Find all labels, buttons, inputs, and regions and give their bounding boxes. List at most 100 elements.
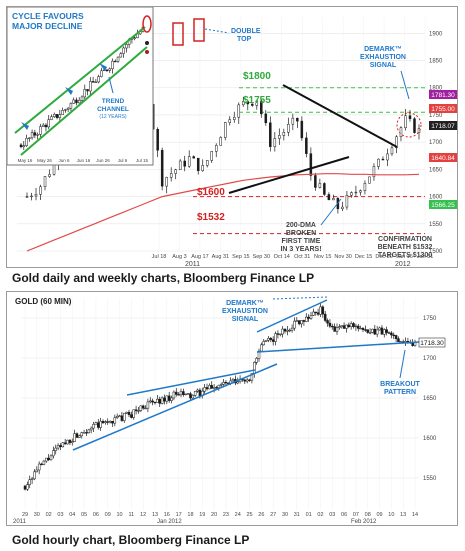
inset-title-1: CYCLE FAVOURS bbox=[12, 11, 84, 21]
inset-candle bbox=[39, 123, 42, 138]
hourly-candle bbox=[52, 446, 55, 459]
hourly-candle bbox=[234, 375, 237, 386]
daily-x-tick: Aug 3 bbox=[172, 254, 186, 260]
double-top-label-2: TOP bbox=[237, 36, 252, 43]
daily-candle bbox=[363, 180, 367, 195]
daily-x-tick: Dec 30 bbox=[375, 254, 392, 260]
daily-x-axis: Jul 18 Aug 3 Aug 17 Aug 31 Sep 15 Sep 30 Oct 1… bbox=[152, 254, 434, 260]
price-tag-red2: 1640.84 bbox=[429, 153, 457, 162]
hourly-candle bbox=[75, 432, 79, 438]
breakout-label-1: BREAKOUT bbox=[380, 381, 420, 388]
hourly-candle bbox=[123, 412, 126, 423]
inset-candle bbox=[80, 95, 84, 103]
daily-y-tick: 1600 bbox=[429, 195, 443, 201]
inset-dot-2 bbox=[145, 50, 149, 54]
inset-candle bbox=[33, 129, 37, 139]
inset-x-tick: Jul 6 bbox=[118, 158, 128, 163]
daily-candle bbox=[282, 128, 286, 141]
hourly-candle bbox=[219, 382, 223, 388]
hourly-last-price-tag: 1718.30 bbox=[418, 337, 446, 348]
hourly-candle bbox=[45, 457, 48, 463]
hourly-x-tick: 09 bbox=[105, 512, 111, 518]
hourly-candle bbox=[165, 395, 169, 405]
inset-candle bbox=[89, 77, 92, 95]
hourly-candle bbox=[94, 421, 98, 425]
daily-candle bbox=[251, 103, 254, 107]
double-top-arrow bbox=[204, 28, 230, 34]
inset-candle bbox=[97, 74, 100, 84]
daily-candle bbox=[210, 150, 213, 163]
hourly-candle bbox=[193, 390, 197, 397]
daily-200dma bbox=[26, 173, 420, 252]
inset-channel-label-2: CHANNEL bbox=[97, 106, 129, 113]
daily-candle bbox=[192, 155, 195, 159]
daily-chart-panel: 1500 1550 1600 1650 1700 1750 1800 1850 1900 Jul… bbox=[6, 6, 458, 268]
daily-candle bbox=[381, 156, 385, 161]
daily-candle bbox=[327, 192, 331, 201]
svg-text:1566.25: 1566.25 bbox=[431, 202, 455, 209]
daily-candle bbox=[30, 192, 33, 201]
daily-x-tick: Nov 15 bbox=[314, 254, 331, 260]
hourly-candle bbox=[366, 329, 369, 334]
hourly-candle bbox=[368, 328, 372, 335]
hourly-candle bbox=[307, 314, 310, 322]
daily-candle bbox=[201, 159, 204, 172]
price-tag-red: 1755.00 bbox=[429, 104, 457, 113]
daily-candle bbox=[372, 163, 376, 181]
hourly-candle bbox=[33, 469, 36, 481]
hourly-rising-line bbox=[256, 299, 328, 333]
inset-candle bbox=[77, 97, 81, 104]
hourly-candle bbox=[335, 323, 339, 335]
hourly-x-tick: 25 bbox=[246, 512, 252, 518]
demark-label-1: DEMARK™ bbox=[364, 46, 402, 53]
hourly-candle bbox=[347, 322, 351, 329]
hourly-candle bbox=[371, 328, 374, 334]
daily-candle bbox=[187, 150, 191, 168]
breakout-label-2: PATTERN bbox=[384, 389, 416, 396]
daily-candle bbox=[395, 135, 398, 154]
hourly-candle bbox=[248, 378, 251, 382]
daily-candle bbox=[43, 176, 47, 191]
inset-candle bbox=[41, 123, 45, 128]
hourly-candle bbox=[127, 409, 131, 418]
hourly-candle bbox=[196, 388, 199, 393]
hourly-candle bbox=[118, 414, 121, 417]
daily-200dma-line bbox=[26, 173, 420, 252]
daily-candle bbox=[291, 113, 295, 131]
hourly-candle bbox=[113, 414, 117, 427]
daily-candle bbox=[336, 197, 340, 214]
daily-candle bbox=[318, 178, 322, 189]
daily-candle bbox=[205, 160, 209, 168]
inset-candle bbox=[108, 67, 111, 73]
daily-candle bbox=[368, 176, 371, 184]
hourly-candle bbox=[208, 383, 211, 390]
hourly-candle bbox=[383, 328, 386, 338]
hourly-candle bbox=[255, 357, 258, 365]
daily-x-tick: Aug 31 bbox=[212, 254, 229, 260]
hourly-candle bbox=[78, 434, 81, 438]
daily-candle bbox=[165, 176, 168, 194]
inset-candle bbox=[30, 129, 34, 140]
daily-y-tick: 1700 bbox=[429, 140, 443, 146]
hourly-candle bbox=[134, 405, 138, 415]
hourly-candle bbox=[49, 454, 53, 461]
hourly-candle bbox=[302, 319, 306, 326]
confirm-label-3: TARGETS $1300 bbox=[378, 252, 432, 259]
daily-candle bbox=[273, 132, 277, 152]
price-tag-green: 1566.25 bbox=[429, 200, 457, 209]
svg-text:1781.30: 1781.30 bbox=[431, 92, 455, 99]
daily-candle bbox=[228, 116, 232, 126]
demark-arrow bbox=[400, 70, 410, 100]
hourly-candle bbox=[151, 398, 154, 406]
hourly-x-tick: 31 bbox=[294, 512, 300, 518]
hourly-x-tick: 19 bbox=[199, 512, 205, 518]
demark-circle bbox=[396, 112, 422, 138]
hourly-candle bbox=[399, 340, 403, 343]
hourly-candle bbox=[30, 476, 34, 485]
inset-candle bbox=[114, 59, 117, 63]
inset-candle bbox=[122, 46, 125, 58]
hourly-candle bbox=[175, 388, 178, 397]
hourly-candle bbox=[378, 326, 381, 331]
inset-candle bbox=[111, 58, 114, 74]
inset-candle bbox=[91, 76, 95, 83]
